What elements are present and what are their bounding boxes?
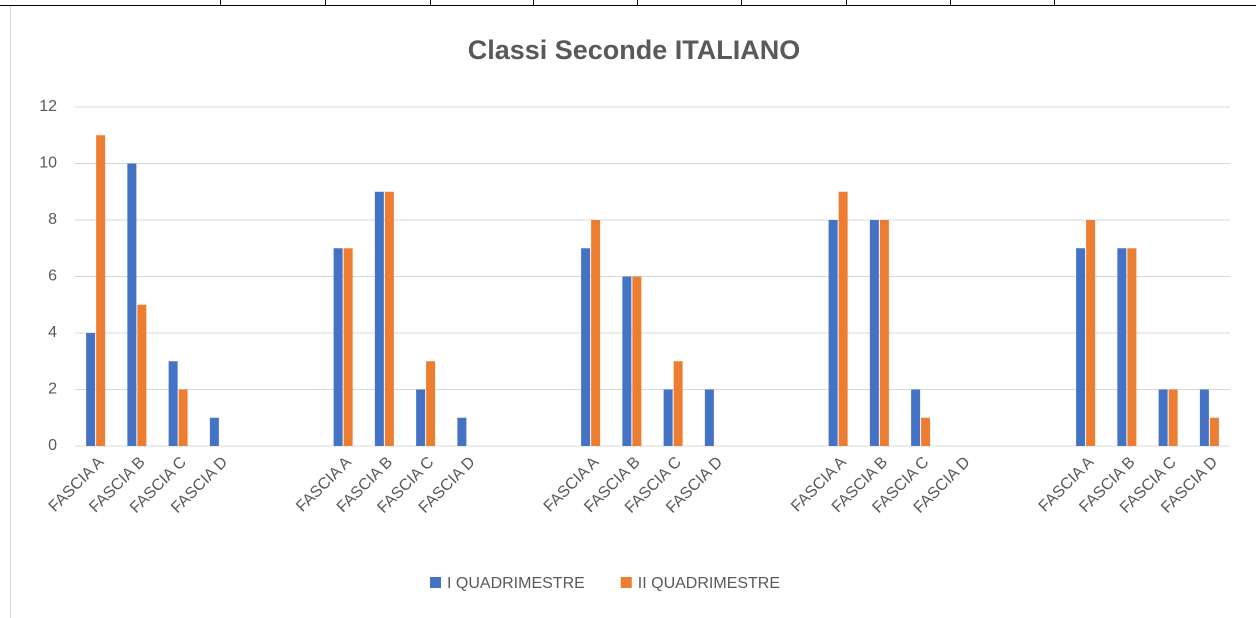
y-tick-label: 10 — [39, 155, 57, 172]
bar — [426, 361, 436, 446]
y-tick-label: 6 — [48, 268, 57, 285]
legend-label: II QUADRIMESTRE — [638, 575, 780, 592]
bar — [622, 276, 632, 446]
bar — [343, 248, 353, 446]
bar — [632, 276, 642, 446]
bar — [1168, 389, 1178, 446]
bar — [1127, 248, 1137, 446]
bar — [384, 191, 394, 446]
bar — [879, 220, 889, 446]
bar — [1209, 417, 1219, 446]
y-tick-label: 12 — [39, 98, 57, 115]
legend-swatch — [430, 577, 441, 588]
bar — [209, 417, 219, 446]
bar — [828, 220, 838, 446]
bar — [127, 163, 137, 446]
bar — [168, 361, 178, 446]
bar — [869, 220, 879, 446]
bar — [86, 333, 96, 446]
bar — [333, 248, 343, 446]
y-tick-label: 2 — [48, 381, 57, 398]
bar — [921, 417, 931, 446]
bar — [581, 248, 591, 446]
y-tick-label: 0 — [48, 437, 57, 454]
bar — [137, 304, 147, 446]
bar — [673, 361, 683, 446]
y-tick-label: 4 — [48, 324, 57, 341]
bar — [838, 191, 848, 446]
bar — [1117, 248, 1127, 446]
bar — [96, 135, 106, 446]
bar — [911, 389, 921, 446]
bar — [374, 191, 384, 446]
bar — [178, 389, 188, 446]
chart-title: Classi Seconde ITALIANO — [468, 35, 801, 65]
bar — [591, 220, 601, 446]
bar — [416, 389, 426, 446]
bar — [704, 389, 714, 446]
legend-label: I QUADRIMESTRE — [447, 575, 585, 592]
bar — [663, 389, 673, 446]
sheet-borders — [0, 0, 1256, 6]
bar — [1158, 389, 1168, 446]
bar — [1086, 220, 1096, 446]
y-tick-label: 8 — [48, 211, 57, 228]
bar — [1199, 389, 1209, 446]
legend-swatch — [620, 577, 632, 588]
bar — [457, 417, 467, 446]
bar — [1076, 248, 1086, 446]
